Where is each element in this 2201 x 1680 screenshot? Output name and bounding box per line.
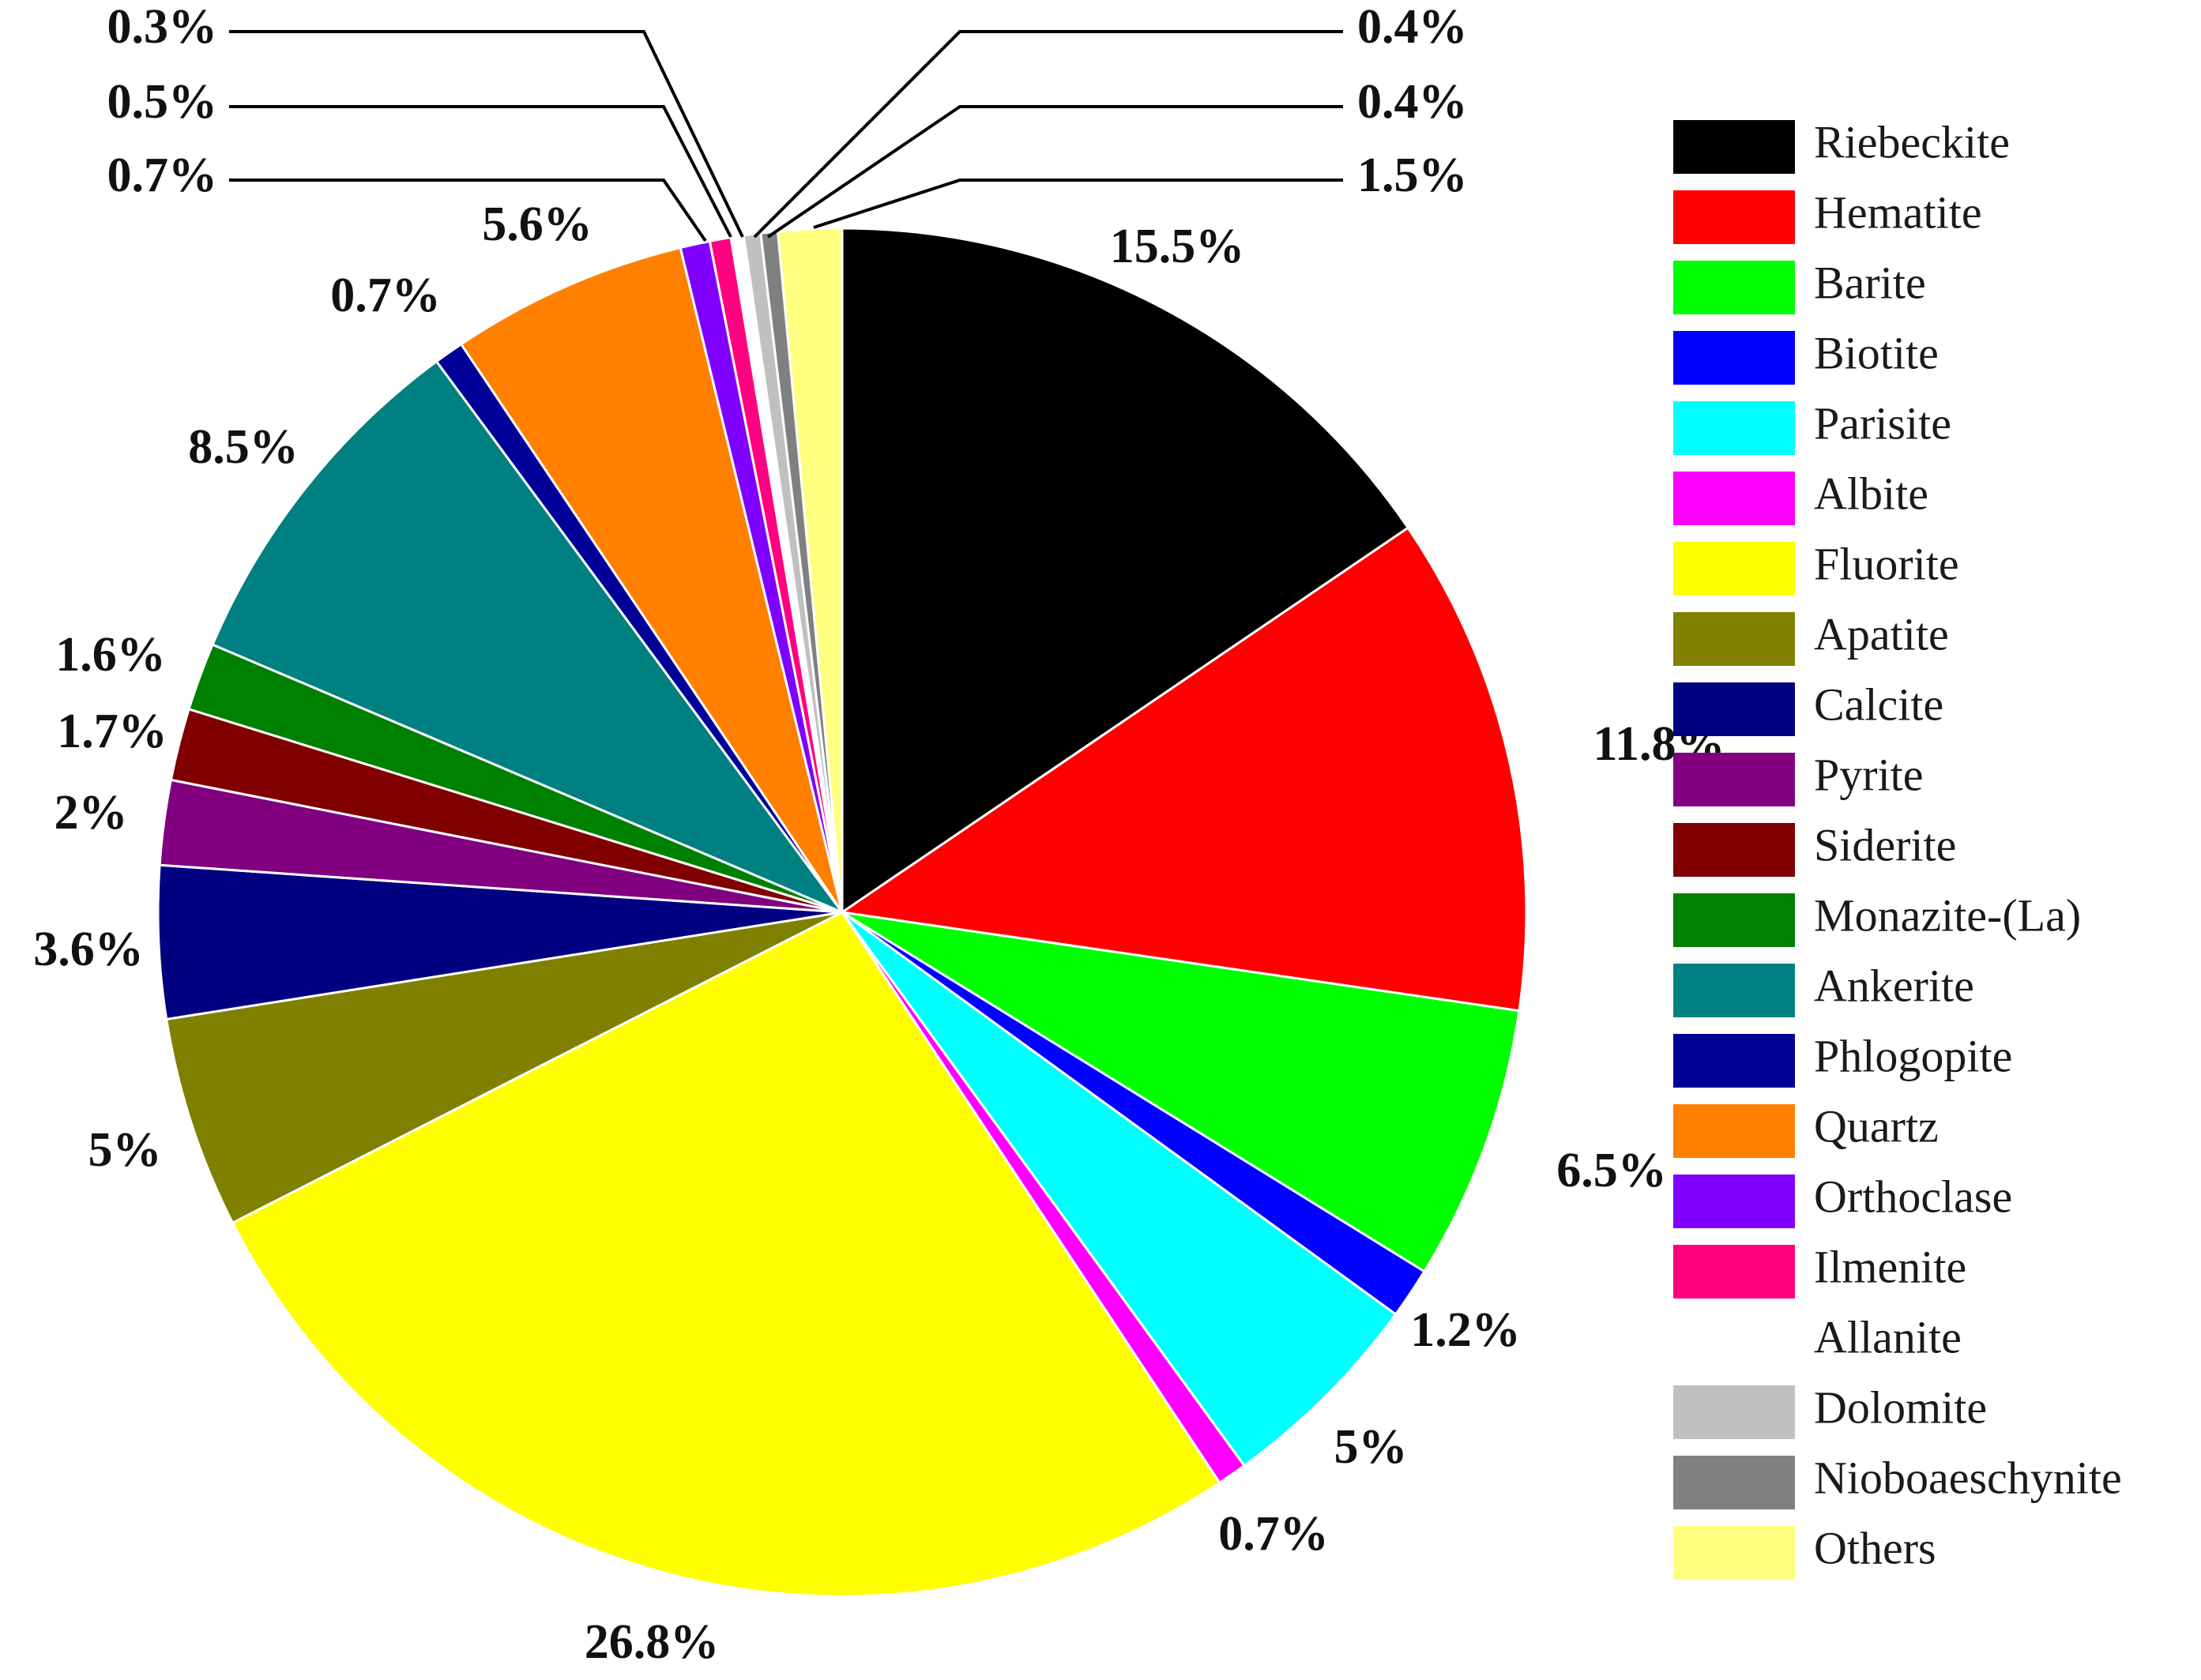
legend-swatch [1673, 1315, 1795, 1369]
legend-label: Siderite [1814, 819, 1956, 870]
pie-slice-riebeckite [841, 227, 1410, 915]
legend-swatch [1673, 331, 1795, 385]
legend-swatch [1673, 1034, 1795, 1088]
data-label: 1.7% [57, 705, 167, 758]
data-label: 0.7% [330, 269, 441, 322]
legend-swatch [1673, 1385, 1795, 1439]
legend-swatch [1673, 893, 1795, 947]
data-label: 0.4% [1357, 0, 1468, 54]
legend-label: Parisite [1814, 397, 1951, 449]
leader-line [229, 30, 744, 238]
legend-swatch [1673, 1245, 1795, 1299]
leader-line [753, 30, 1343, 239]
data-label: 5.6% [482, 197, 593, 251]
legend: Riebeckite Hematite Barite Biotite Parisite A… [1673, 116, 2122, 1580]
legend-label: Hematite [1814, 186, 1982, 238]
legend-swatch [1673, 682, 1795, 736]
pie-slice-quartz [459, 246, 844, 913]
data-label: 1.2% [1410, 1303, 1521, 1357]
legend-label: Monazite-(La) [1814, 889, 2081, 941]
legend-swatch [1673, 261, 1795, 314]
data-label: 0.7% [107, 148, 218, 202]
data-label: 0.4% [1357, 75, 1468, 129]
leader-line [813, 179, 1343, 229]
legend-swatch [1673, 823, 1795, 877]
data-label: 0.3% [107, 0, 218, 54]
legend-label: Nioboaeschynite [1814, 1452, 2122, 1503]
data-label: 2% [55, 786, 128, 840]
legend-label: Riebeckite [1814, 116, 2010, 167]
legend-label: Albite [1814, 468, 1928, 519]
leader-line [229, 179, 707, 242]
data-label: 3.6% [33, 923, 144, 976]
legend-label: Fluorite [1814, 538, 1959, 589]
legend-swatch [1673, 1526, 1795, 1580]
legend-swatch [1673, 1456, 1795, 1509]
data-label: 0.5% [107, 75, 218, 129]
data-label: 8.5% [188, 420, 299, 474]
data-label: 15.5% [1110, 220, 1245, 273]
legend-swatch [1673, 190, 1795, 244]
data-label: 1.5% [1357, 148, 1468, 202]
legend-label: Allanite [1814, 1311, 1962, 1362]
leader-lines [229, 30, 1343, 242]
legend-label: Ankerite [1814, 960, 1974, 1011]
pie-slice-barite [841, 911, 1521, 1273]
legend-swatch [1673, 542, 1795, 596]
pie-slice-fluorite [231, 911, 1221, 1598]
legend-label: Dolomite [1814, 1381, 1987, 1433]
legend-label: Quartz [1814, 1100, 1939, 1152]
legend-swatch [1673, 401, 1795, 455]
data-label: 5% [88, 1123, 162, 1177]
pie-slice-hematite [838, 526, 1528, 1013]
pie-slice-apatite [164, 911, 843, 1225]
pie-slices [156, 227, 1528, 1598]
legend-label: Barite [1814, 257, 1926, 308]
legend-swatch [1673, 753, 1795, 806]
data-label: 6.5% [1556, 1144, 1667, 1197]
data-label: 0.7% [1218, 1507, 1329, 1561]
legend-label: Pyrite [1814, 749, 1924, 800]
legend-swatch [1673, 472, 1795, 525]
leader-line [766, 105, 1343, 239]
data-label: 5% [1334, 1420, 1408, 1474]
legend-swatch [1673, 120, 1795, 174]
legend-label: Phlogopite [1814, 1030, 2012, 1081]
data-label: 26.8% [585, 1615, 720, 1669]
legend-swatch [1673, 1104, 1795, 1158]
legend-label: Calcite [1814, 678, 1943, 730]
legend-label: Orthoclase [1814, 1171, 2012, 1222]
data-label: 1.6% [55, 628, 166, 682]
legend-label: Others [1814, 1522, 1936, 1573]
legend-swatch [1673, 612, 1795, 666]
legend-label: Ilmenite [1814, 1241, 1966, 1292]
legend-swatch [1673, 1174, 1795, 1228]
pie-slice-ankerite [211, 359, 846, 915]
legend-label: Biotite [1814, 327, 1939, 378]
legend-label: Apatite [1814, 608, 1949, 660]
legend-swatch [1673, 964, 1795, 1017]
leader-line [229, 105, 732, 238]
pie-slice-parisite [841, 911, 1398, 1468]
